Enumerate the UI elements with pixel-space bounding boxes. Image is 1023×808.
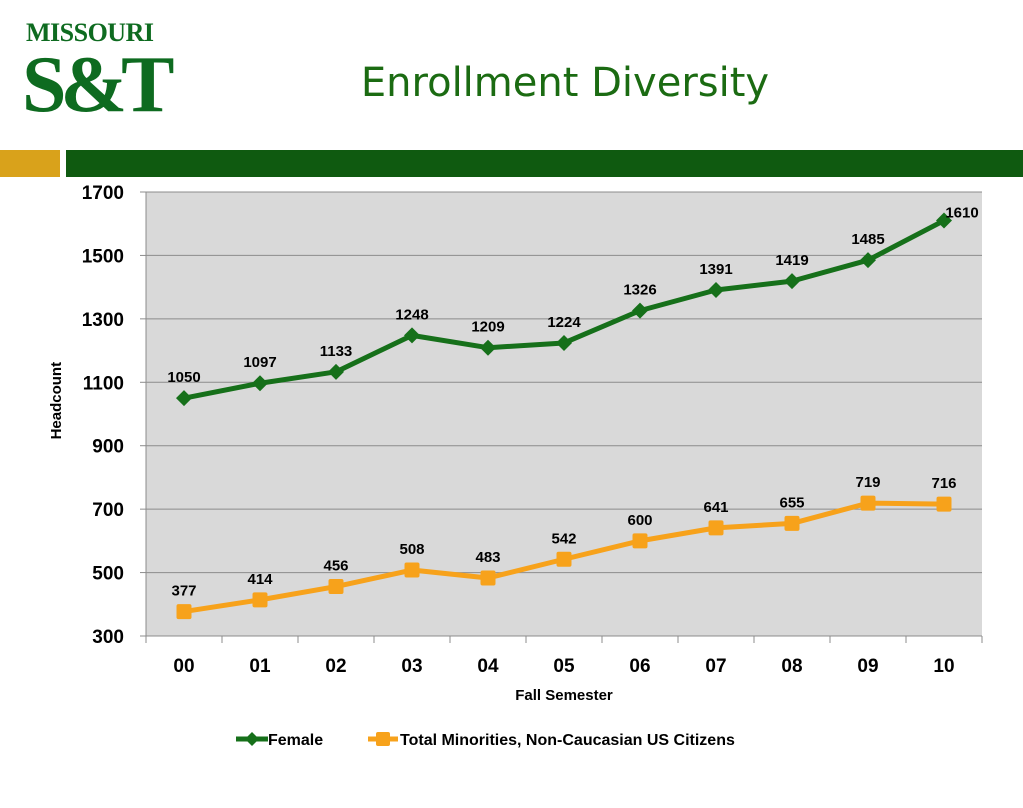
x-tick-label: 01 [249,656,271,677]
y-tick-label: 900 [92,437,124,458]
data-label: 1133 [320,343,353,360]
logo-main-text: S&T [22,41,174,129]
data-label: 414 [247,571,273,588]
data-point-minorities [252,592,268,608]
legend-label: Female [268,732,323,749]
data-point-minorities [176,604,192,620]
data-point-minorities [632,533,648,549]
data-label: 600 [627,512,652,529]
x-tick-label: 02 [325,656,346,677]
plot-area [146,192,982,636]
data-point-female [328,363,344,380]
data-label: 542 [551,530,576,547]
data-point-minorities [936,496,952,512]
data-point-minorities [708,520,724,536]
y-tick-label: 500 [92,564,124,585]
data-point-minorities [328,579,344,595]
y-axis-title: Headcount [48,362,65,440]
data-point-minorities [480,570,496,586]
x-tick-label: 04 [477,656,499,677]
data-label: 456 [323,558,348,575]
data-point-female [632,302,648,319]
y-tick-label: 1100 [83,373,124,394]
data-label: 1224 [547,314,581,331]
x-tick-label: 05 [553,656,575,677]
data-label: 1610 [945,205,978,222]
data-label: 377 [171,583,196,600]
data-label: 655 [779,494,804,511]
y-tick-label: 1700 [82,183,124,204]
y-tick-label: 1300 [82,310,124,331]
data-label: 1485 [851,231,884,248]
data-label: 483 [475,549,500,566]
y-tick-label: 1500 [82,246,124,267]
data-label: 1097 [243,354,276,371]
data-point-minorities [860,495,876,511]
data-point-minorities [404,562,420,578]
data-point-female [784,273,800,290]
x-axis-title: Fall Semester [515,687,613,704]
data-label: 508 [399,541,424,558]
data-label: 1050 [167,369,200,386]
data-point-female [708,281,724,298]
data-point-female [936,212,952,229]
y-tick-label: 300 [92,627,124,648]
x-tick-label: 07 [705,656,726,677]
legend-marker-diamond [245,732,259,746]
data-label: 1326 [623,282,656,299]
data-point-female [404,327,420,344]
data-point-female [252,375,268,392]
data-label: 1248 [395,306,428,323]
x-tick-label: 08 [781,656,802,677]
data-point-minorities [556,551,572,567]
data-point-female [176,390,192,407]
data-point-female [860,252,876,269]
data-point-female [556,334,572,351]
data-point-female [480,339,496,356]
y-tick-label: 700 [92,500,124,521]
green-accent-bar [66,150,1023,177]
data-point-minorities [784,515,800,531]
x-tick-label: 06 [629,656,650,677]
x-tick-label: 09 [857,656,878,677]
logo-top-text: MISSOURI [26,18,154,47]
missouri-st-logo: MISSOURI S&T [22,14,174,132]
x-tick-label: 00 [173,656,194,677]
data-label: 716 [931,475,956,492]
data-label: 641 [703,499,728,516]
legend-marker-square [376,732,390,746]
x-tick-label: 03 [401,656,422,677]
data-label: 1391 [699,261,732,278]
legend-label: Total Minorities, Non-Caucasian US Citiz… [400,732,735,749]
x-tick-label: 10 [933,656,954,677]
data-label: 1209 [471,319,504,336]
data-label: 719 [855,474,880,491]
gold-accent-bar [0,150,60,177]
page-title: Enrollment Diversity [360,60,770,106]
data-label: 1419 [775,252,808,269]
